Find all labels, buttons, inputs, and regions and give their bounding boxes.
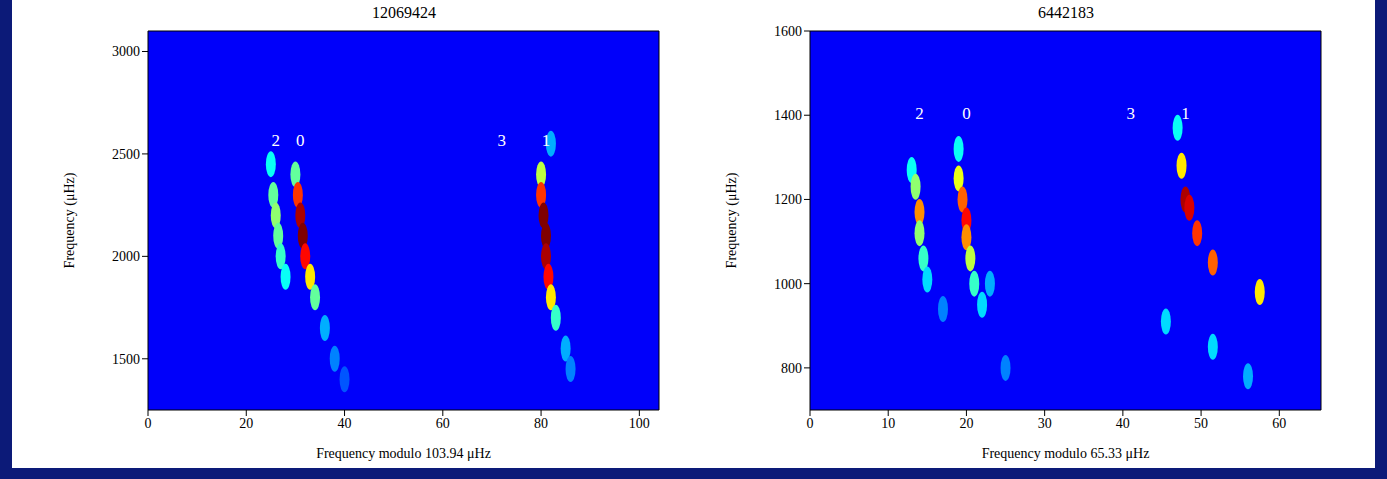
svg-text:2000: 2000 <box>112 249 140 264</box>
svg-text:100: 100 <box>629 416 650 431</box>
svg-text:3: 3 <box>498 131 507 150</box>
svg-text:40: 40 <box>338 416 352 431</box>
svg-text:1600: 1600 <box>774 24 802 39</box>
svg-text:30: 30 <box>1038 416 1052 431</box>
svg-text:3: 3 <box>1126 104 1135 123</box>
svg-text:800: 800 <box>781 361 802 376</box>
svg-text:0: 0 <box>296 131 305 150</box>
svg-text:1: 1 <box>542 131 551 150</box>
svg-text:Frequency (μHz): Frequency (μHz) <box>62 172 78 268</box>
svg-text:3000: 3000 <box>112 44 140 59</box>
svg-text:1000: 1000 <box>774 277 802 292</box>
svg-text:1400: 1400 <box>774 108 802 123</box>
svg-text:Frequency modulo 103.94 μHz: Frequency modulo 103.94 μHz <box>316 446 491 461</box>
html-text:12069424: 12069424 <box>372 4 436 21</box>
html-text:6442183: 6442183 <box>1038 4 1094 21</box>
svg-text:20: 20 <box>959 416 973 431</box>
svg-text:2500: 2500 <box>112 147 140 162</box>
svg-text:60: 60 <box>436 416 450 431</box>
svg-text:Frequency (μHz): Frequency (μHz) <box>724 172 740 268</box>
svg-text:Frequency modulo 65.33 μHz: Frequency modulo 65.33 μHz <box>982 446 1150 461</box>
svg-text:60: 60 <box>1272 416 1286 431</box>
svg-text:1500: 1500 <box>112 352 140 367</box>
svg-text:10: 10 <box>881 416 895 431</box>
svg-text:2: 2 <box>915 104 924 123</box>
svg-text:2: 2 <box>272 131 281 150</box>
svg-text:1200: 1200 <box>774 192 802 207</box>
svg-text:50: 50 <box>1194 416 1208 431</box>
svg-text:80: 80 <box>534 416 548 431</box>
svg-text:0: 0 <box>962 104 971 123</box>
svg-text:0: 0 <box>145 416 152 431</box>
svg-text:40: 40 <box>1116 416 1130 431</box>
svg-text:0: 0 <box>807 416 814 431</box>
svg-text:20: 20 <box>239 416 253 431</box>
svg-text:1: 1 <box>1181 104 1190 123</box>
